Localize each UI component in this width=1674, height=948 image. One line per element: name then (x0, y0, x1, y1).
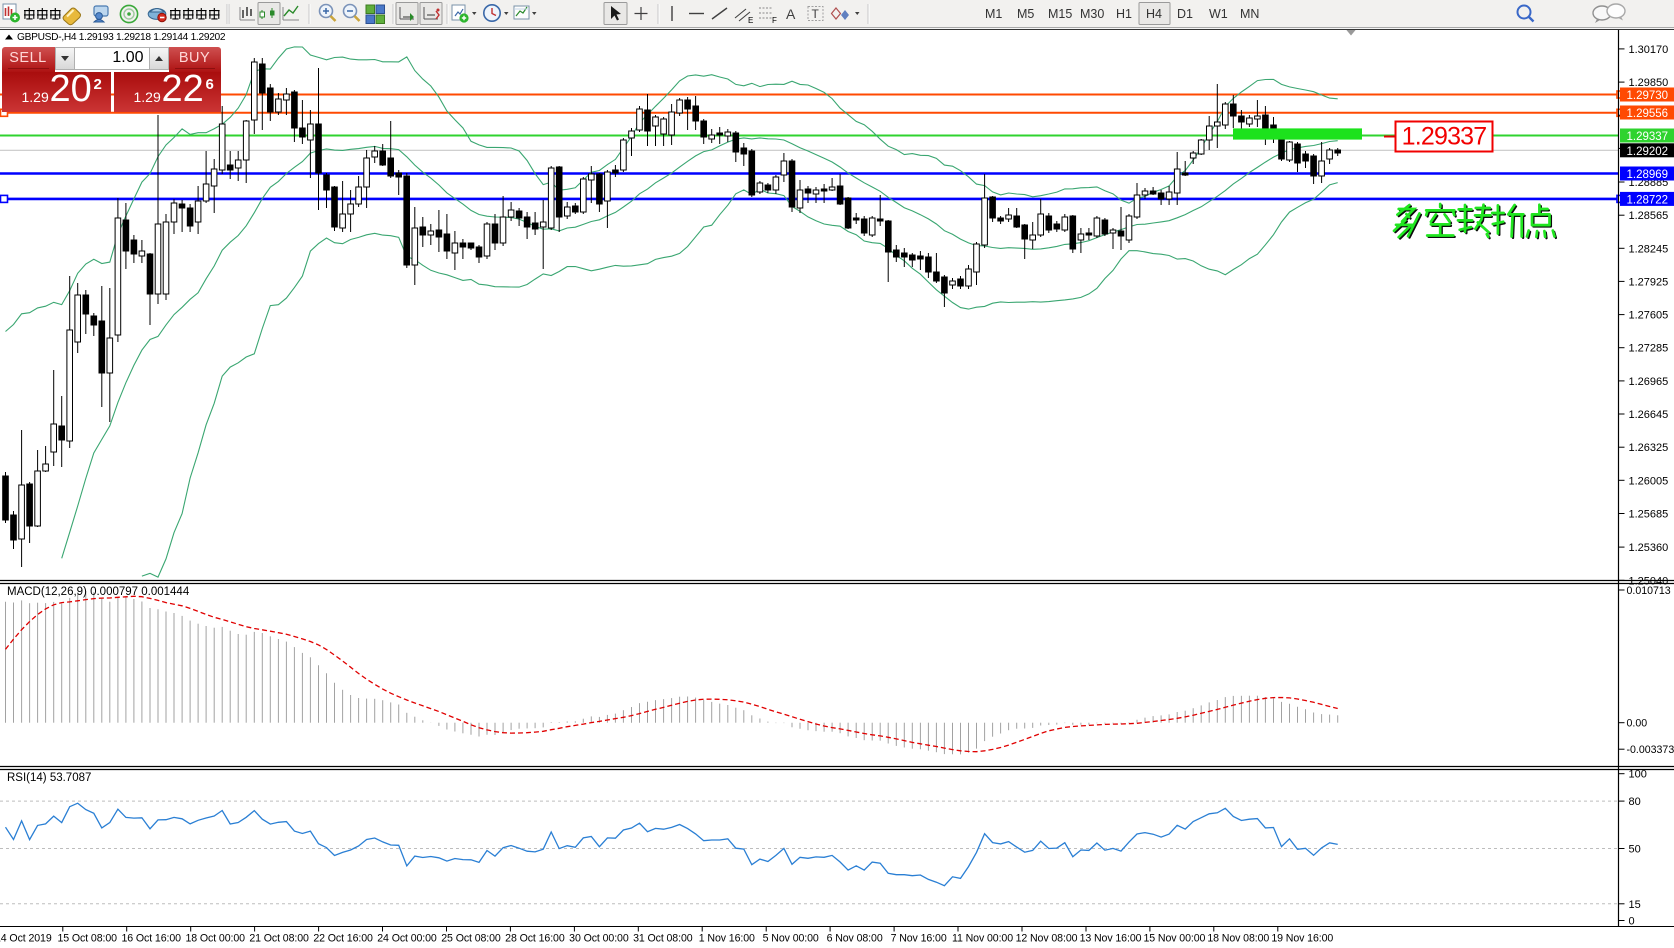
svg-text:A: A (786, 6, 796, 22)
svg-text:12 Nov 08:00: 12 Nov 08:00 (1016, 933, 1078, 945)
svg-text:0: 0 (1629, 916, 1635, 928)
svg-text:1.28565: 1.28565 (1629, 210, 1669, 222)
svg-text:18 Oct 00:00: 18 Oct 00:00 (185, 933, 245, 945)
svg-text:18 Nov 08:00: 18 Nov 08:00 (1207, 933, 1269, 945)
svg-text:H1: H1 (1116, 7, 1132, 21)
svg-text:MACD(12,26,9) 0.000797 0.00144: MACD(12,26,9) 0.000797 0.001444 (7, 586, 190, 598)
svg-text:31 Oct 08:00: 31 Oct 08:00 (633, 933, 693, 945)
svg-text:1.26965: 1.26965 (1629, 376, 1669, 388)
svg-text:30 Oct 00:00: 30 Oct 00:00 (569, 933, 629, 945)
svg-text:W1: W1 (1209, 7, 1228, 21)
svg-text:21 Oct 08:00: 21 Oct 08:00 (249, 933, 309, 945)
svg-text:1.25685: 1.25685 (1629, 509, 1669, 521)
svg-text:1.28722: 1.28722 (1627, 194, 1669, 206)
svg-text:19 Nov 16:00: 19 Nov 16:00 (1271, 933, 1333, 945)
svg-text:11 Nov 00:00: 11 Nov 00:00 (952, 933, 1013, 945)
svg-text:RSI(14) 53.7087: RSI(14) 53.7087 (7, 772, 91, 784)
svg-text:1 Nov 16:00: 1 Nov 16:00 (699, 933, 755, 945)
svg-text:1.27605: 1.27605 (1629, 310, 1669, 322)
svg-text:100: 100 (1629, 769, 1647, 781)
svg-text:1.29556: 1.29556 (1627, 108, 1669, 120)
svg-text:50: 50 (1629, 844, 1641, 856)
svg-text:E: E (748, 16, 753, 25)
svg-text:15 Nov 00:00: 15 Nov 00:00 (1143, 933, 1205, 945)
svg-text:1.26645: 1.26645 (1629, 409, 1669, 421)
svg-text:M1: M1 (985, 7, 1002, 21)
svg-text:28 Oct 16:00: 28 Oct 16:00 (505, 933, 565, 945)
svg-text:0.010713: 0.010713 (1627, 585, 1671, 597)
svg-text:-0.003373: -0.003373 (1627, 744, 1674, 756)
svg-text:1.30170: 1.30170 (1629, 44, 1669, 56)
svg-text:M5: M5 (1017, 7, 1034, 21)
svg-text:22 Oct 16:00: 22 Oct 16:00 (313, 933, 373, 945)
svg-text:1.25360: 1.25360 (1629, 542, 1669, 554)
svg-text:M15: M15 (1048, 7, 1072, 21)
svg-text:0.00: 0.00 (1627, 718, 1648, 730)
svg-text:5 Nov 00:00: 5 Nov 00:00 (763, 933, 819, 945)
svg-text:16 Oct 16:00: 16 Oct 16:00 (121, 933, 181, 945)
svg-text:1.29337: 1.29337 (1402, 123, 1487, 151)
svg-text:1.25040: 1.25040 (1629, 575, 1669, 587)
svg-text:13 Nov 16:00: 13 Nov 16:00 (1080, 933, 1142, 945)
svg-text:15: 15 (1629, 899, 1641, 911)
svg-text:D1: D1 (1177, 7, 1193, 21)
svg-text:T: T (812, 7, 820, 21)
svg-text:24 Oct 00:00: 24 Oct 00:00 (377, 933, 437, 945)
svg-text:H4: H4 (1146, 7, 1162, 21)
svg-text:80: 80 (1629, 796, 1641, 808)
svg-text:GBPUSD-,H4 1.29193 1.29218 1.: GBPUSD-,H4 1.29193 1.29218 1.29144 1.292… (17, 32, 226, 43)
svg-text:1.26005: 1.26005 (1629, 475, 1669, 487)
svg-text:1.29730: 1.29730 (1627, 90, 1669, 102)
svg-text:1.29202: 1.29202 (1627, 146, 1669, 158)
svg-text:1.29850: 1.29850 (1629, 77, 1669, 89)
svg-text:MN: MN (1240, 7, 1259, 21)
svg-text:1.28969: 1.28969 (1627, 169, 1669, 181)
svg-text:1.27285: 1.27285 (1629, 343, 1669, 355)
svg-text:25 Oct 08:00: 25 Oct 08:00 (441, 933, 501, 945)
svg-text:14 Oct 2019: 14 Oct 2019 (0, 933, 52, 945)
svg-text:1.27925: 1.27925 (1629, 276, 1669, 288)
svg-text:1.26325: 1.26325 (1629, 442, 1669, 454)
svg-text:15 Oct 08:00: 15 Oct 08:00 (57, 933, 117, 945)
svg-text:7 Nov 16:00: 7 Nov 16:00 (891, 933, 947, 945)
svg-text:1.28245: 1.28245 (1629, 243, 1669, 255)
svg-text:F: F (772, 16, 777, 25)
svg-text:6 Nov 08:00: 6 Nov 08:00 (827, 933, 883, 945)
svg-text:1.29337: 1.29337 (1627, 131, 1669, 143)
svg-text:M30: M30 (1080, 7, 1104, 21)
